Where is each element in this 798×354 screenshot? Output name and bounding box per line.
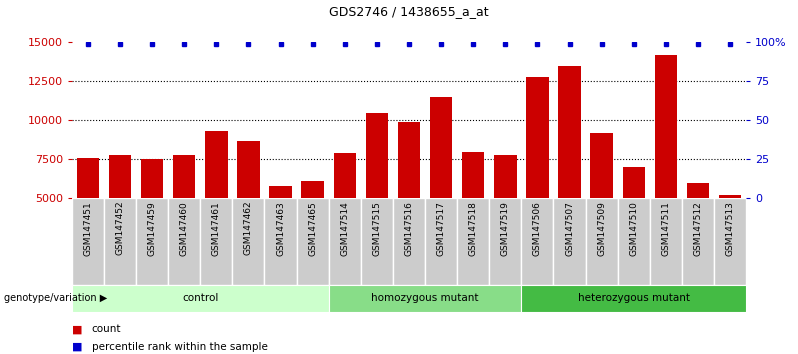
Text: ■: ■ [72, 342, 82, 352]
FancyBboxPatch shape [618, 198, 650, 285]
Bar [559, 66, 581, 276]
Text: GSM147506: GSM147506 [533, 201, 542, 256]
Text: GSM147518: GSM147518 [468, 201, 478, 256]
Bar [430, 97, 452, 276]
Text: GSM147516: GSM147516 [405, 201, 413, 256]
Text: homozygous mutant: homozygous mutant [371, 293, 479, 303]
Text: heterozygous mutant: heterozygous mutant [578, 293, 689, 303]
FancyBboxPatch shape [650, 198, 682, 285]
Text: GSM147513: GSM147513 [725, 201, 735, 256]
Bar [302, 181, 324, 276]
Text: genotype/variation ▶: genotype/variation ▶ [4, 293, 107, 303]
FancyBboxPatch shape [72, 285, 329, 312]
Text: control: control [182, 293, 219, 303]
Text: GSM147515: GSM147515 [373, 201, 381, 256]
FancyBboxPatch shape [361, 198, 393, 285]
Text: GSM147465: GSM147465 [308, 201, 317, 256]
FancyBboxPatch shape [168, 198, 200, 285]
FancyBboxPatch shape [682, 198, 714, 285]
Text: GSM147510: GSM147510 [630, 201, 638, 256]
Bar [109, 155, 131, 276]
Text: GSM147509: GSM147509 [597, 201, 606, 256]
Bar [365, 113, 388, 276]
Text: count: count [92, 324, 121, 334]
Bar [269, 186, 292, 276]
Text: GSM147512: GSM147512 [693, 201, 702, 256]
FancyBboxPatch shape [72, 198, 104, 285]
Text: GSM147519: GSM147519 [501, 201, 510, 256]
Bar [591, 133, 613, 276]
Bar [397, 122, 421, 276]
Text: GDS2746 / 1438655_a_at: GDS2746 / 1438655_a_at [329, 5, 489, 18]
Bar [237, 141, 259, 276]
FancyBboxPatch shape [329, 285, 521, 312]
FancyBboxPatch shape [489, 198, 521, 285]
Text: GSM147452: GSM147452 [116, 201, 124, 256]
Bar [494, 155, 516, 276]
Bar [77, 158, 99, 276]
Text: GSM147463: GSM147463 [276, 201, 285, 256]
FancyBboxPatch shape [297, 198, 329, 285]
Bar [654, 55, 677, 276]
Text: GSM147514: GSM147514 [340, 201, 350, 256]
FancyBboxPatch shape [264, 198, 297, 285]
FancyBboxPatch shape [136, 198, 168, 285]
Bar [205, 131, 227, 276]
Bar [719, 195, 741, 276]
Bar [141, 159, 164, 276]
Bar [334, 153, 356, 276]
Text: GSM147511: GSM147511 [662, 201, 670, 256]
FancyBboxPatch shape [714, 198, 746, 285]
Text: GSM147507: GSM147507 [565, 201, 574, 256]
Text: GSM147459: GSM147459 [148, 201, 156, 256]
Text: GSM147451: GSM147451 [83, 201, 93, 256]
FancyBboxPatch shape [200, 198, 232, 285]
FancyBboxPatch shape [425, 198, 457, 285]
Text: GSM147460: GSM147460 [180, 201, 188, 256]
FancyBboxPatch shape [457, 198, 489, 285]
FancyBboxPatch shape [329, 198, 361, 285]
Bar [173, 155, 196, 276]
Text: percentile rank within the sample: percentile rank within the sample [92, 342, 267, 352]
FancyBboxPatch shape [521, 285, 746, 312]
FancyBboxPatch shape [521, 198, 554, 285]
FancyBboxPatch shape [104, 198, 136, 285]
Bar [462, 152, 484, 276]
FancyBboxPatch shape [554, 198, 586, 285]
Bar [687, 183, 709, 276]
Bar [622, 167, 645, 276]
Text: ■: ■ [72, 324, 82, 334]
Bar [526, 77, 549, 276]
Text: GSM147517: GSM147517 [437, 201, 445, 256]
Text: GSM147462: GSM147462 [244, 201, 253, 256]
FancyBboxPatch shape [232, 198, 264, 285]
FancyBboxPatch shape [586, 198, 618, 285]
Text: GSM147461: GSM147461 [211, 201, 221, 256]
FancyBboxPatch shape [393, 198, 425, 285]
